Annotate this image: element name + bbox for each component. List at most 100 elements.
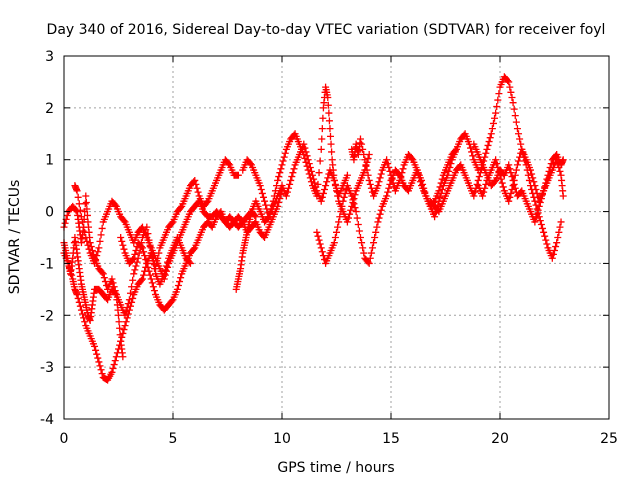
- data-point: [505, 78, 513, 86]
- data-point: [385, 163, 393, 171]
- data-point: [316, 240, 324, 248]
- data-point: [95, 358, 103, 366]
- data-point: [83, 237, 91, 245]
- data-point: [469, 152, 477, 160]
- data-point: [318, 248, 326, 256]
- data-point: [551, 246, 558, 254]
- data-point: [376, 210, 384, 218]
- data-point: [274, 176, 282, 184]
- data-point: [414, 170, 422, 178]
- data-point: [279, 157, 287, 165]
- data-point: [397, 173, 405, 181]
- data-point: [330, 176, 338, 184]
- data-point: [325, 117, 333, 125]
- data-point: [161, 271, 169, 279]
- x-tick-label: 10: [273, 431, 291, 447]
- data-point: [74, 294, 82, 302]
- data-point: [513, 161, 521, 169]
- data-point: [141, 252, 149, 260]
- data-point: [121, 311, 129, 319]
- data-point: [539, 224, 547, 232]
- data-point: [331, 234, 339, 241]
- data-point: [497, 175, 505, 183]
- data-point: [251, 211, 259, 219]
- data-point: [193, 184, 201, 192]
- data-point: [498, 179, 506, 187]
- data-point: [203, 198, 211, 206]
- data-point: [506, 193, 514, 201]
- data-point: [75, 298, 83, 306]
- data-point: [542, 236, 550, 244]
- data-point: [192, 180, 200, 188]
- data-point: [318, 135, 326, 143]
- data-point: [112, 353, 120, 361]
- data-point: [321, 186, 329, 194]
- data-point: [512, 166, 520, 174]
- data-point: [108, 368, 116, 376]
- data-point: [246, 160, 254, 168]
- data-point: [324, 101, 332, 109]
- data-point: [358, 239, 366, 247]
- data-point: [120, 217, 128, 225]
- data-point: [349, 196, 357, 204]
- data-point: [532, 186, 540, 194]
- data-point: [111, 357, 119, 365]
- data-point: [82, 198, 90, 206]
- data-point: [537, 221, 545, 229]
- data-point: [317, 145, 325, 153]
- data-point: [92, 256, 100, 264]
- plot-frame: [63, 55, 610, 420]
- data-point: [301, 154, 309, 162]
- data-point: [322, 182, 330, 190]
- data-point: [168, 219, 176, 227]
- series-G: [239, 83, 373, 226]
- data-point: [527, 166, 535, 174]
- data-point: [280, 153, 288, 161]
- data-point: [524, 171, 532, 179]
- data-point: [281, 149, 289, 157]
- data-point: [330, 239, 338, 247]
- data-point: [257, 186, 265, 194]
- data-point: [513, 125, 521, 133]
- data-point: [121, 322, 129, 330]
- data-point: [509, 99, 517, 107]
- data-point: [303, 162, 311, 170]
- data-point: [343, 218, 351, 226]
- data-point: [344, 214, 352, 222]
- data-point: [327, 140, 335, 148]
- data-point: [140, 248, 148, 256]
- data-point: [287, 176, 295, 184]
- data-point: [268, 201, 276, 209]
- chart-title: Day 340 of 2016, Sidereal Day-to-day VTE…: [47, 22, 606, 38]
- data-point: [328, 148, 336, 156]
- data-point: [323, 178, 331, 186]
- data-point: [162, 267, 170, 275]
- data-point: [63, 211, 71, 219]
- data-point: [358, 140, 366, 148]
- data-point: [480, 188, 488, 196]
- data-point: [128, 283, 136, 291]
- x-tick-label: 5: [169, 431, 178, 447]
- data-point: [515, 130, 523, 138]
- data-point: [339, 197, 347, 205]
- x-tick-label: 20: [491, 431, 509, 447]
- data-point: [510, 105, 518, 113]
- data-point: [554, 234, 562, 241]
- data-point: [275, 198, 283, 206]
- data-point: [122, 307, 130, 315]
- data-point: [507, 189, 515, 197]
- data-point: [546, 163, 554, 171]
- data-point: [79, 310, 87, 318]
- data-point: [438, 186, 446, 194]
- data-point: [81, 228, 89, 236]
- data-point: [147, 275, 155, 283]
- data-point: [482, 180, 490, 188]
- data-point: [512, 118, 520, 126]
- data-point: [93, 350, 101, 358]
- data-point: [177, 274, 185, 282]
- data-point: [366, 254, 374, 262]
- data-point: [556, 223, 564, 231]
- data-point: [507, 169, 515, 177]
- data-point: [545, 167, 553, 175]
